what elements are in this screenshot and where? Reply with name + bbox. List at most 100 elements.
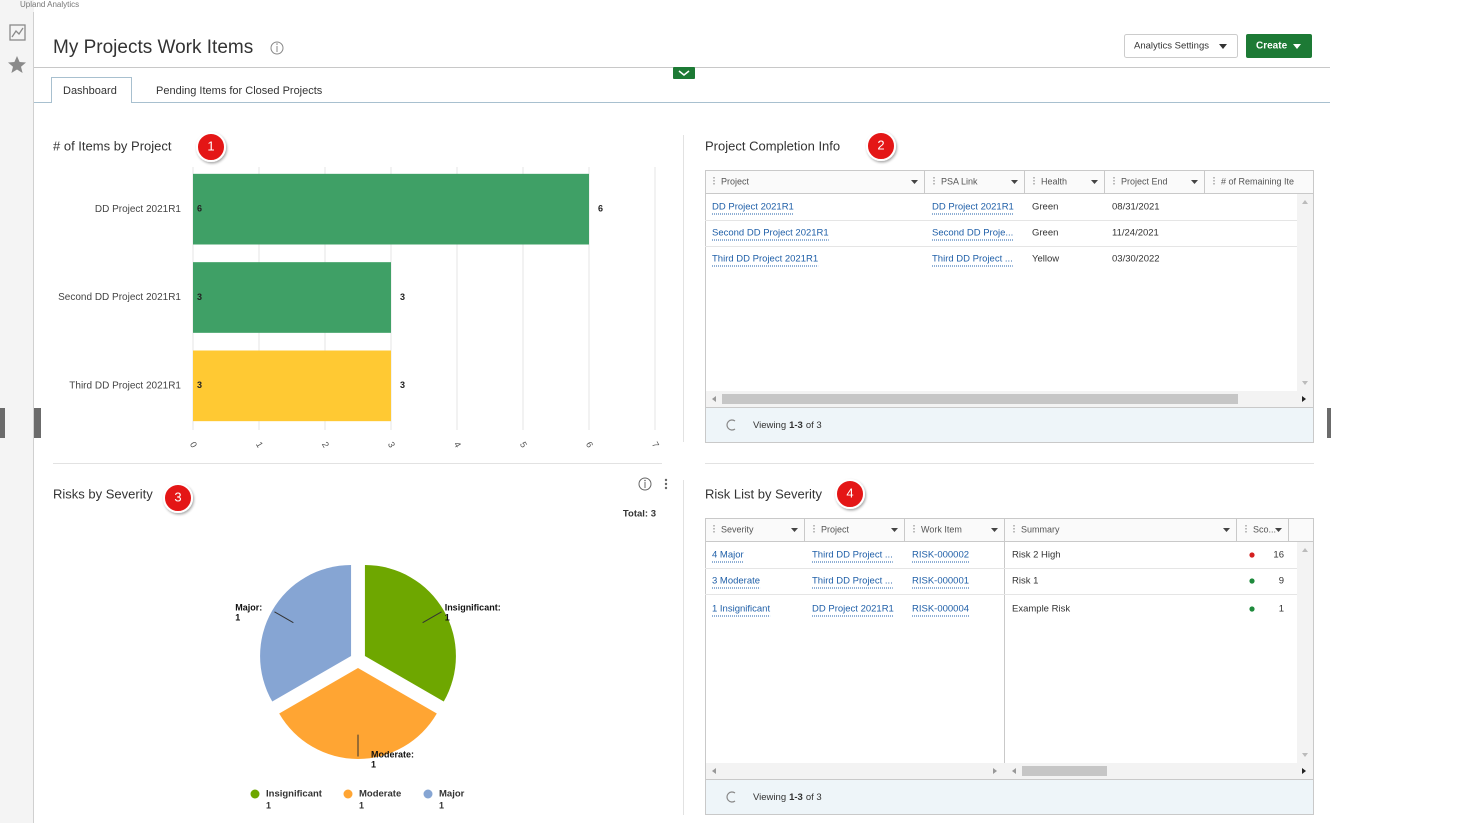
- column-header[interactable]: # of Remaining Ite: [1221, 176, 1294, 186]
- cell-link[interactable]: Second DD Project 2021R1: [712, 228, 829, 239]
- cell: Risk 2 High: [1012, 550, 1061, 561]
- legend-label[interactable]: Major: [439, 789, 465, 800]
- slice-value: 1: [235, 612, 240, 622]
- widget-title: Risks by Severity: [53, 486, 153, 501]
- hscroll[interactable]: [706, 763, 1313, 779]
- column-header[interactable]: Severity: [721, 524, 754, 534]
- data-label: 3: [400, 380, 405, 390]
- bar: [193, 262, 391, 333]
- cell-link[interactable]: Third DD Project 2021R1: [712, 254, 818, 265]
- footer-part: 1-3: [789, 792, 803, 803]
- x-tick-label: 3: [386, 440, 397, 449]
- status-dot: [1249, 552, 1254, 557]
- cell: 08/31/2021: [1112, 202, 1160, 213]
- legend-swatch: [344, 790, 353, 799]
- settings-button-label[interactable]: Analytics Settings: [1134, 41, 1209, 52]
- x-tick-label: 1: [254, 440, 265, 449]
- column-header[interactable]: PSA Link: [941, 176, 978, 186]
- data-label: 6: [598, 204, 603, 214]
- slice-value: 1: [371, 759, 376, 769]
- collapse-handle[interactable]: [0, 408, 5, 438]
- cell: Risk 1: [1012, 576, 1038, 587]
- cell: 16: [1273, 550, 1284, 561]
- footer-part: of 3: [806, 420, 822, 431]
- x-tick-label: 7: [650, 440, 661, 449]
- cell-link[interactable]: Third DD Project ...: [812, 576, 893, 587]
- collapse-handle[interactable]: [34, 408, 41, 438]
- cell-link[interactable]: 4 Major: [712, 550, 744, 561]
- tab-label[interactable]: Pending Items for Closed Projects: [156, 85, 323, 97]
- column-header[interactable]: Project: [821, 524, 850, 534]
- footer-part: 1-3: [789, 420, 803, 431]
- footer-part: Viewing: [753, 420, 786, 431]
- badge-label: 2: [877, 137, 884, 152]
- cell-link[interactable]: Third DD Project ...: [932, 254, 1013, 265]
- column-header[interactable]: Project: [721, 176, 750, 186]
- cell-link[interactable]: Third DD Project ...: [812, 550, 893, 561]
- legend-label[interactable]: Moderate: [359, 789, 401, 800]
- legend-swatch: [424, 790, 433, 799]
- cell-link[interactable]: RISK-000002: [912, 550, 969, 561]
- badge-label: 4: [846, 485, 853, 500]
- menu-icon[interactable]: [665, 479, 667, 489]
- legend-value: 1: [266, 800, 271, 810]
- badge-label: 3: [174, 489, 181, 504]
- cell: 1: [1279, 604, 1284, 615]
- legend-value: 1: [439, 800, 444, 810]
- collapse-handle[interactable]: [1327, 408, 1331, 438]
- cell: 11/24/2021: [1112, 228, 1159, 239]
- column-header[interactable]: Summary: [1021, 524, 1060, 534]
- bar-inner-label: 6: [197, 204, 202, 214]
- column-header[interactable]: Work Item: [921, 524, 962, 534]
- cell-link[interactable]: RISK-000004: [912, 604, 969, 615]
- cell: 03/30/2022: [1112, 254, 1160, 265]
- x-tick-label: 6: [584, 440, 595, 449]
- cell-link[interactable]: 1 Insignificant: [712, 604, 770, 615]
- app-name: Upland Analytics: [20, 0, 79, 9]
- cell-link[interactable]: DD Project 2021R1: [812, 604, 894, 615]
- column-header[interactable]: Project End: [1121, 176, 1168, 186]
- bar-inner-label: 3: [197, 380, 202, 390]
- tab-label[interactable]: Dashboard: [63, 85, 117, 97]
- expand-toggle[interactable]: [673, 67, 695, 79]
- y-tick-label: DD Project 2021R1: [95, 204, 182, 215]
- cell-link[interactable]: RISK-000001: [912, 576, 969, 587]
- scroll-thumb[interactable]: [1022, 766, 1107, 776]
- status-dot: [1249, 578, 1254, 583]
- slice-label: Moderate:: [371, 749, 414, 759]
- cell-link[interactable]: 3 Moderate: [712, 576, 760, 587]
- slice-label: Insignificant:: [445, 602, 501, 612]
- data-label: 3: [400, 292, 405, 302]
- cell-link[interactable]: Second DD Proje...: [932, 228, 1013, 239]
- x-tick-label: 0: [188, 440, 199, 449]
- legend-swatch: [251, 790, 260, 799]
- widget-title: Risk List by Severity: [705, 486, 823, 501]
- footer-part: of 3: [806, 792, 822, 803]
- info-icon[interactable]: [639, 478, 651, 490]
- bar: [193, 174, 589, 245]
- x-tick-label: 2: [320, 440, 331, 449]
- bar: [193, 351, 391, 422]
- vscroll[interactable]: [1297, 542, 1313, 763]
- column-header[interactable]: Sco...: [1253, 524, 1276, 534]
- cell: 9: [1279, 576, 1284, 587]
- legend-label[interactable]: Insignificant: [266, 789, 323, 800]
- x-tick-label: 5: [518, 440, 529, 449]
- cell-link[interactable]: DD Project 2021R1: [712, 202, 794, 213]
- create-button-label[interactable]: Create: [1256, 41, 1288, 52]
- cell-link[interactable]: DD Project 2021R1: [932, 202, 1014, 213]
- vscroll[interactable]: [1297, 194, 1313, 391]
- scroll-thumb[interactable]: [722, 394, 1238, 404]
- sidebar: [0, 0, 34, 823]
- total-label: Total: 3: [623, 509, 656, 520]
- info-icon[interactable]: [271, 42, 283, 54]
- widget-title: # of Items by Project: [53, 138, 172, 153]
- footer-part: Viewing: [753, 792, 786, 803]
- widget-title: Project Completion Info: [705, 138, 840, 153]
- cell: Example Risk: [1012, 604, 1070, 615]
- slice-value: 1: [445, 612, 450, 622]
- column-header[interactable]: Health: [1041, 176, 1067, 186]
- x-tick-label: 4: [452, 440, 463, 449]
